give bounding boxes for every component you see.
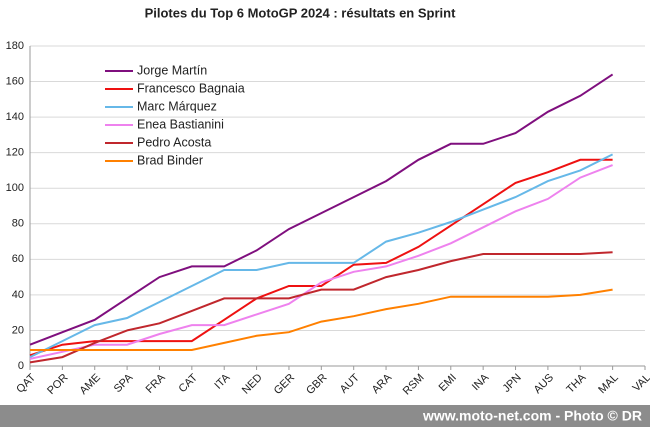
x-tick-label: CAT (177, 371, 201, 395)
footer-bar (0, 405, 650, 427)
series-line (29, 73, 614, 346)
y-tick-label: 120 (6, 147, 24, 159)
x-tick-label: AUS (532, 372, 556, 396)
y-tick-label: 180 (6, 40, 24, 52)
series-line (30, 288, 613, 351)
x-tick-label: MAL (596, 372, 620, 396)
footer: www.moto-net.com - Photo © DR (422, 408, 642, 424)
legend-label: Francesco Bagnaia (137, 81, 245, 95)
series-line (29, 251, 613, 364)
x-tick-label: GER (272, 372, 297, 397)
x-tick-label: SPA (112, 371, 136, 395)
y-tick-label: 0 (18, 360, 24, 372)
x-tick-label: JPN (501, 372, 524, 395)
x-tick-label: FRA (144, 371, 169, 396)
x-tick-label: VAL (631, 372, 650, 395)
series-line (29, 164, 613, 360)
y-tick-label: 20 (12, 324, 24, 336)
x-tick-label: AME (78, 372, 103, 397)
x-tick-label: POR (45, 372, 70, 397)
series-line (29, 158, 613, 357)
x-tick-label: AUT (338, 371, 362, 395)
chart-title: Pilotes du Top 6 MotoGP 2024 : résultats… (145, 5, 457, 20)
x-tick-label: THA (564, 371, 589, 396)
x-tick-label: GBR (304, 372, 329, 397)
x-tick-label: EMI (437, 372, 459, 394)
legend-label: Jorge Martín (137, 63, 207, 77)
y-tick-label: 140 (6, 111, 24, 123)
x-tick-label: ARA (370, 371, 395, 396)
legend-label: Enea Bastianini (137, 117, 224, 131)
x-tick-label: NED (240, 372, 265, 397)
x-tick-label: RSM (401, 372, 427, 398)
x-tick-label: QAT (14, 371, 38, 395)
x-tick-label: ITA (212, 371, 232, 391)
series-line (29, 153, 614, 358)
y-tick-label: 80 (12, 218, 24, 230)
legend-label: Brad Binder (137, 153, 203, 167)
y-tick-label: 40 (12, 289, 24, 301)
legend-label: Marc Márquez (137, 99, 217, 113)
y-tick-label: 100 (6, 182, 24, 194)
x-tick-label: INA (470, 371, 492, 393)
y-tick-label: 60 (12, 253, 24, 265)
y-tick-label: 160 (6, 75, 24, 87)
legend-label: Pedro Acosta (137, 135, 211, 149)
